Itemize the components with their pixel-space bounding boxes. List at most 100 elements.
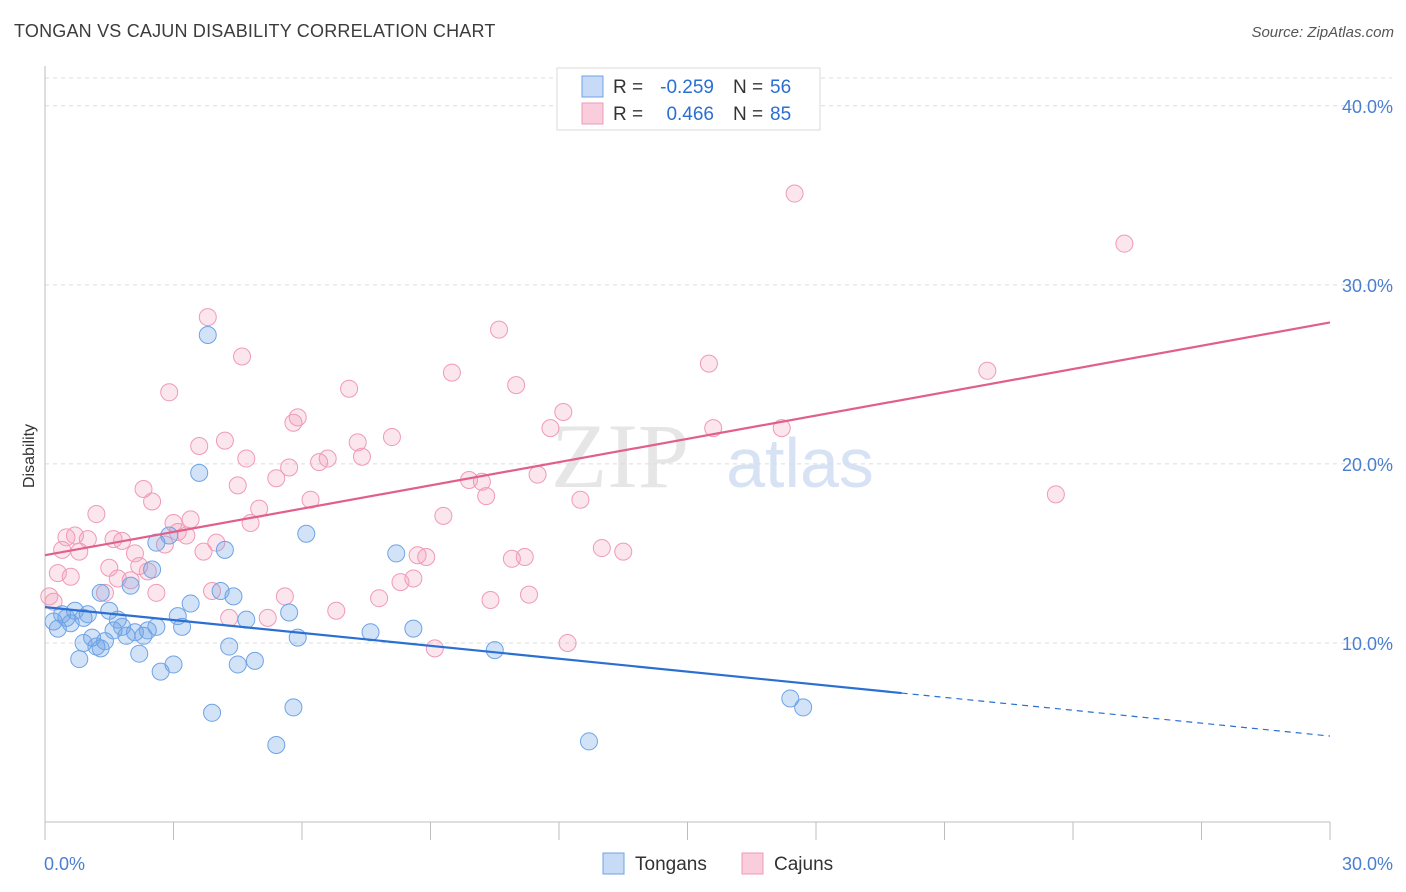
tongans-point [198,325,217,344]
tongans-point [579,732,598,751]
tongans-point [181,594,200,613]
tongans-point [164,655,183,674]
x-tick-label: 0.0% [44,854,85,874]
cajuns-point [348,433,367,452]
cajuns-point [160,383,179,402]
cajuns-point [1115,234,1134,253]
y-tick-label: 40.0% [1342,97,1393,117]
x-tick-label: 30.0% [1342,854,1393,874]
stats-n-label-cajuns: N = [733,104,763,125]
tongans-point [203,703,222,722]
cajuns-point [699,354,718,373]
tongans-point [485,641,504,660]
cajuns-point [404,569,423,588]
cajuns-point [198,308,217,327]
chart-title: TONGAN VS CAJUN DISABILITY CORRELATION C… [14,21,496,41]
watermark-zip: ZIP [551,405,689,507]
tongans-point [121,576,140,595]
stats-n-value-cajuns: 85 [770,104,791,125]
tongans-point [143,560,162,579]
cajuns-point [215,431,234,450]
cajuns-point [520,585,539,604]
cajuns-point [220,608,239,627]
stats-swatch-tongans [581,75,604,98]
cajuns-point [1046,485,1065,504]
tongans-point [267,736,286,755]
y-tick-label: 20.0% [1342,455,1393,475]
tongans-point [70,650,89,669]
cajuns-point [87,505,106,524]
tongans-trend-extension [901,692,1331,737]
cajuns-point [528,465,547,484]
watermark-atlas: atlas [726,424,874,502]
cajuns-point [425,639,444,658]
cajuns-point [541,419,560,438]
trend-lines [44,321,1331,737]
legend: Tongans Cajuns [602,852,833,875]
tongans-point [387,544,406,563]
cajuns-point [785,184,804,203]
cajuns-point [571,490,590,509]
tongans-point [147,617,166,636]
tongans-point [190,463,209,482]
stats-n-label-tongans: N = [733,77,763,98]
cajuns-point [228,476,247,495]
y-tick-label: 30.0% [1342,276,1393,296]
cajuns-point [614,542,633,561]
cajuns-point [507,376,526,395]
cajuns-point [61,567,80,586]
cajuns-point [340,379,359,398]
stats-swatch-cajuns [581,102,604,125]
tick-labels: 10.0% 20.0% 30.0% 40.0% 0.0% 30.0% [44,97,1393,874]
tongans-point [404,619,423,638]
cajuns-point [121,571,140,590]
cajuns-point [267,469,286,488]
chart-source: Source: ZipAtlas.com [1251,24,1394,41]
cajuns-point [554,402,573,421]
cajuns-point [258,608,277,627]
tongans-point [794,698,813,717]
axes [44,66,1331,840]
cajuns-point [44,592,63,611]
y-tick-label: 10.0% [1342,634,1393,654]
cajuns-point [181,510,200,529]
cajuns-point [592,539,611,558]
tongans-point [245,651,264,670]
tongans-point [224,587,243,606]
cajuns-point [382,428,401,447]
cajuns-point [78,530,97,549]
cajuns-point [481,590,500,609]
cajuns-point [490,320,509,339]
stats-r-label-cajuns: R = [613,104,643,125]
legend-label-tongans: Tongans [635,854,707,875]
tongans-point [160,526,179,545]
stats-box: R = -0.259 N = 56 R = 0.466 N = 85 [556,67,821,131]
cajuns-point [327,601,346,620]
y-axis-label: Disability [21,424,38,488]
cajuns-point [417,548,436,567]
cajuns-point [772,419,791,438]
tongans-points [44,325,813,755]
tongans-point [228,655,247,674]
cajuns-point [442,363,461,382]
tongans-point [280,603,299,622]
cajuns-point [275,587,294,606]
cajuns-point [194,542,213,561]
cajuns-point [143,492,162,511]
stats-r-label-tongans: R = [613,77,643,98]
cajuns-point [318,449,337,468]
tongans-point [91,583,110,602]
cajuns-point [352,447,371,466]
cajuns-trend-line [44,321,1331,557]
tongans-point [297,524,316,543]
cajuns-points [40,184,1134,658]
cajuns-point [434,506,453,525]
cajuns-point [95,583,114,602]
tongans-point [130,644,149,663]
legend-swatch-cajuns [741,852,764,875]
cajuns-point [134,479,153,498]
cajuns-point [515,548,534,567]
stats-r-value-cajuns: 0.466 [666,104,714,125]
tongans-point [781,689,800,708]
